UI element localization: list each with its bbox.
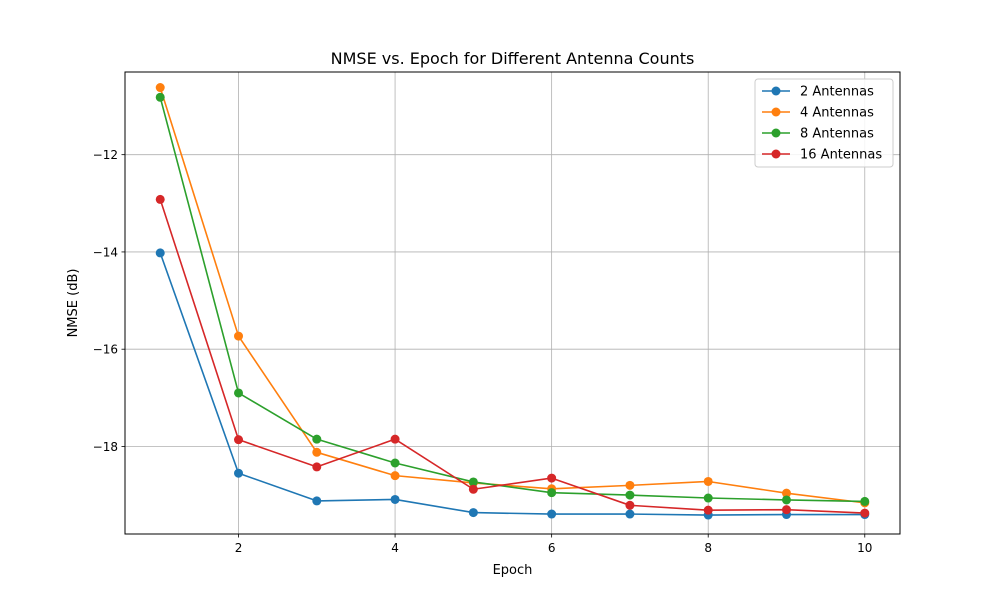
y-tick-label: −12: [93, 148, 118, 162]
x-axis-ticks: 2 4 6 8 10: [235, 534, 872, 555]
legend-label: 8 Antennas: [800, 127, 874, 142]
data-point: [234, 468, 244, 478]
x-axis-label: Epoch: [493, 563, 533, 578]
x-tick-label: 2: [235, 541, 243, 555]
series-markers: [155, 83, 870, 520]
data-point: [390, 471, 400, 481]
y-axis-label: NMSE (dB): [66, 269, 81, 338]
data-point: [547, 473, 557, 483]
y-tick-label: −14: [93, 245, 118, 259]
data-point: [703, 493, 713, 503]
data-point: [625, 509, 635, 519]
legend-label: 16 Antennas: [800, 148, 882, 163]
series-lines: [159, 87, 865, 516]
data-point: [234, 388, 244, 398]
series-line-2: [159, 87, 865, 504]
data-point: [155, 248, 165, 258]
data-point: [468, 477, 478, 487]
data-point: [390, 494, 400, 504]
legend-marker: [771, 149, 781, 159]
data-point: [155, 83, 165, 93]
data-point: [155, 194, 165, 204]
legend-label: 2 Antennas: [800, 85, 874, 100]
data-point: [547, 488, 557, 498]
data-point: [312, 462, 322, 472]
legend-label: 4 Antennas: [800, 106, 874, 121]
data-point: [625, 500, 635, 510]
data-point: [390, 458, 400, 468]
data-point: [312, 496, 322, 506]
x-tick-label: 4: [391, 541, 399, 555]
data-point: [860, 496, 870, 506]
legend-marker: [771, 128, 781, 138]
series-line-3: [159, 97, 865, 503]
data-point: [234, 435, 244, 445]
legend: 2 Antennas 4 Antennas 8 Antennas 16 Antenna…: [754, 78, 894, 168]
data-point: [468, 508, 478, 518]
data-point: [390, 434, 400, 444]
y-tick-label: −16: [93, 343, 118, 357]
legend-box: [754, 78, 894, 168]
chart-title: NMSE vs. Epoch for Different Antenna Cou…: [331, 49, 695, 68]
data-point: [860, 508, 870, 518]
x-tick-label: 8: [704, 541, 712, 555]
data-point: [625, 480, 635, 490]
y-axis-ticks: −12 −14 −16 −18: [93, 148, 125, 454]
data-point: [312, 434, 322, 444]
y-tick-label: −18: [93, 440, 118, 454]
data-point: [703, 476, 713, 486]
x-tick-label: 10: [857, 541, 872, 555]
data-point: [625, 490, 635, 500]
legend-marker: [771, 86, 781, 96]
data-point: [312, 447, 322, 457]
legend-marker: [771, 107, 781, 117]
data-point: [781, 495, 791, 505]
x-tick-label: 6: [548, 541, 556, 555]
data-point: [781, 505, 791, 515]
series-line-4: [159, 199, 865, 514]
series-line-1: [159, 252, 865, 516]
data-point: [155, 92, 165, 102]
data-point: [468, 484, 478, 494]
data-point: [703, 505, 713, 515]
plot-area-frame: [124, 71, 901, 535]
data-point: [781, 488, 791, 498]
data-point: [234, 331, 244, 341]
data-point: [547, 509, 557, 519]
